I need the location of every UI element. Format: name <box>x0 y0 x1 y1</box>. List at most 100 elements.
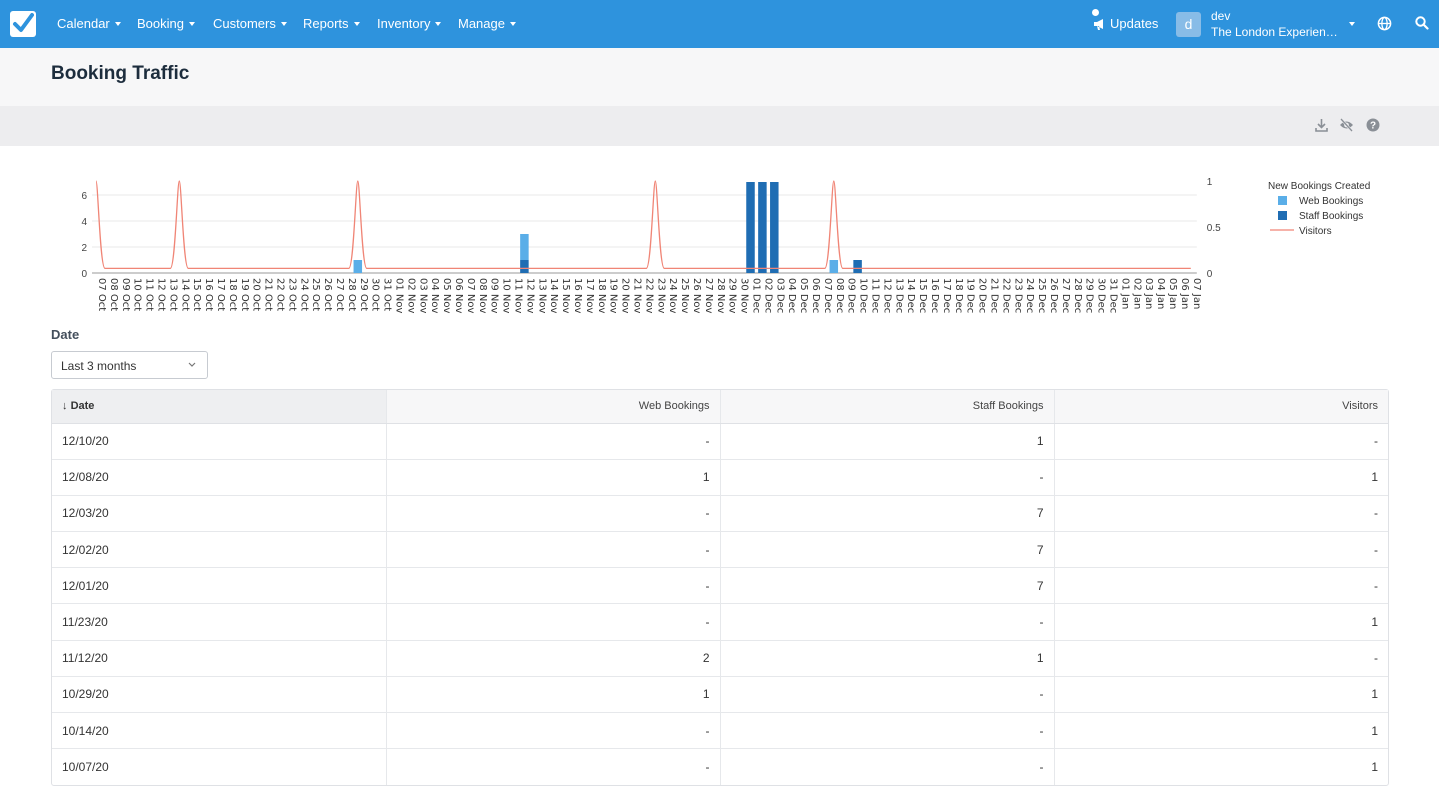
nav-calendar[interactable]: Calendar <box>57 0 121 48</box>
column-header-visitors[interactable]: Visitors <box>1054 390 1388 424</box>
x-tick-label: 10 Dec <box>858 278 869 313</box>
x-tick-label: 01 Nov <box>394 278 405 314</box>
page-header: Booking Traffic <box>0 48 1439 106</box>
cell-staff-bookings: 1 <box>720 423 1055 460</box>
x-tick-label: 14 Dec <box>905 278 916 313</box>
x-tick-label: 20 Nov <box>620 278 631 314</box>
chevron-down-icon <box>188 21 195 26</box>
x-tick-label: 02 Dec <box>762 278 773 313</box>
globe-icon[interactable] <box>1377 16 1392 31</box>
table-row: 12/10/20-1- <box>52 423 1388 460</box>
x-tick-label: 02 Nov <box>405 278 416 314</box>
x-tick-label: 08 Oct <box>108 278 119 311</box>
x-tick-label: 26 Dec <box>1048 278 1059 313</box>
nav-booking[interactable]: Booking <box>137 0 195 48</box>
x-tick-label: 14 Oct <box>179 278 190 311</box>
x-tick-label: 16 Dec <box>929 278 940 313</box>
x-tick-label: 24 Oct <box>298 278 309 311</box>
cell-staff-bookings: 1 <box>720 640 1055 677</box>
cell-staff-bookings: - <box>720 676 1055 714</box>
visitors-line <box>95 180 1191 270</box>
nav-customers[interactable]: Customers <box>213 0 287 48</box>
table-row: 10/07/20- -1 <box>52 748 1388 785</box>
cell-date: 12/01/20 <box>52 567 387 605</box>
download-icon[interactable] <box>1315 118 1328 132</box>
table-row: 11/12/20 2 1- <box>52 640 1388 677</box>
search-icon[interactable] <box>1415 16 1429 30</box>
date-range-select[interactable]: Last 3 months <box>51 351 208 379</box>
chevron-down-icon <box>435 21 442 26</box>
booking-traffic-table: ↓ Date Web Bookings Staff Bookings Visit… <box>51 389 1389 786</box>
updates-label: Updates <box>1110 16 1159 31</box>
cell-web-bookings: 1 <box>386 459 721 496</box>
legend-label-web-bookings: Web Bookings <box>1299 196 1363 207</box>
x-tick-label: 21 Oct <box>263 278 274 311</box>
x-tick-label: 15 Nov <box>560 278 571 314</box>
cell-staff-bookings: 7 <box>720 495 1055 533</box>
x-tick-label: 24 Dec <box>1024 278 1035 313</box>
x-tick-label: 05 Nov <box>441 278 452 314</box>
x-tick-label: 04 Dec <box>786 278 797 313</box>
cell-visitors: - <box>1054 640 1388 677</box>
chevron-down-icon <box>280 21 287 26</box>
cell-web-bookings: - <box>386 748 721 785</box>
cell-staff-bookings: 7 <box>720 531 1055 569</box>
x-tick-label: 03 Jan <box>1143 278 1154 309</box>
user-menu-chevron-icon[interactable] <box>1349 22 1355 26</box>
x-tick-label: 19 Dec <box>965 278 976 313</box>
x-tick-label: 22 Dec <box>1000 278 1011 313</box>
x-tick-label: 19 Oct <box>239 278 250 311</box>
column-header-staff-bookings[interactable]: Staff Bookings <box>720 390 1055 424</box>
x-tick-label: 15 Oct <box>191 278 202 311</box>
megaphone-icon <box>1094 19 1103 30</box>
column-header-date[interactable]: ↓ Date <box>52 390 387 424</box>
x-tick-label: 19 Nov <box>608 278 619 314</box>
x-tick-label: 18 Nov <box>596 278 607 314</box>
nav-manage-label: Manage <box>458 16 505 31</box>
svg-text:?: ? <box>1370 121 1376 132</box>
cell-visitors: 1 <box>1054 603 1388 641</box>
x-tick-label: 07 Nov <box>465 278 476 314</box>
x-tick-label: 04 Jan <box>1155 278 1166 309</box>
nav-inventory[interactable]: Inventory <box>377 0 442 48</box>
nav-reports[interactable]: Reports <box>303 0 360 48</box>
avatar[interactable]: d <box>1176 12 1201 37</box>
bar-staff-bookings <box>770 182 779 273</box>
x-tick-label: 16 Nov <box>572 278 583 314</box>
x-tick-label: 01 Jan <box>1119 278 1130 309</box>
table-row: 12/01/20-7- <box>52 567 1388 605</box>
nav-manage[interactable]: Manage <box>458 0 516 48</box>
cell-web-bookings: - <box>386 712 721 750</box>
nav-calendar-label: Calendar <box>57 16 110 31</box>
x-tick-label: 28 Dec <box>1072 278 1083 313</box>
app-logo-icon[interactable] <box>10 11 36 37</box>
column-header-date-label: Date <box>70 400 95 413</box>
user-name[interactable]: dev <box>1211 9 1231 23</box>
x-tick-label: 09 Oct <box>120 278 131 311</box>
column-header-web-bookings[interactable]: Web Bookings <box>386 390 721 424</box>
report-toolbar: ? <box>0 106 1439 146</box>
x-tick-label: 24 Nov <box>667 278 678 314</box>
user-org[interactable]: The London Experience Tours <box>1211 25 1343 39</box>
x-tick-label: 05 Jan <box>1167 278 1178 309</box>
x-tick-label: 25 Oct <box>310 278 321 311</box>
hide-icon[interactable] <box>1339 118 1354 132</box>
cell-visitors: 1 <box>1054 459 1388 496</box>
x-tick-label: 13 Oct <box>167 278 178 311</box>
x-tick-label: 07 Dec <box>822 278 833 313</box>
cell-date: 10/07/20 <box>52 748 387 785</box>
x-tick-label: 28 Nov <box>715 278 726 314</box>
x-tick-label: 06 Nov <box>453 278 464 314</box>
help-icon[interactable]: ? <box>1366 118 1380 132</box>
y-left-tick-label: 4 <box>81 217 87 228</box>
x-tick-label: 08 Nov <box>477 278 488 314</box>
cell-date: 12/08/20 <box>52 459 387 496</box>
cell-date: 10/14/20 <box>52 712 387 750</box>
x-tick-label: 22 Nov <box>643 278 654 314</box>
nav-customers-label: Customers <box>213 16 276 31</box>
page-title: Booking Traffic <box>51 63 190 84</box>
x-tick-label: 09 Dec <box>846 278 857 313</box>
table-row: 11/23/20- -1 <box>52 603 1388 641</box>
cell-date: 12/03/20 <box>52 495 387 533</box>
